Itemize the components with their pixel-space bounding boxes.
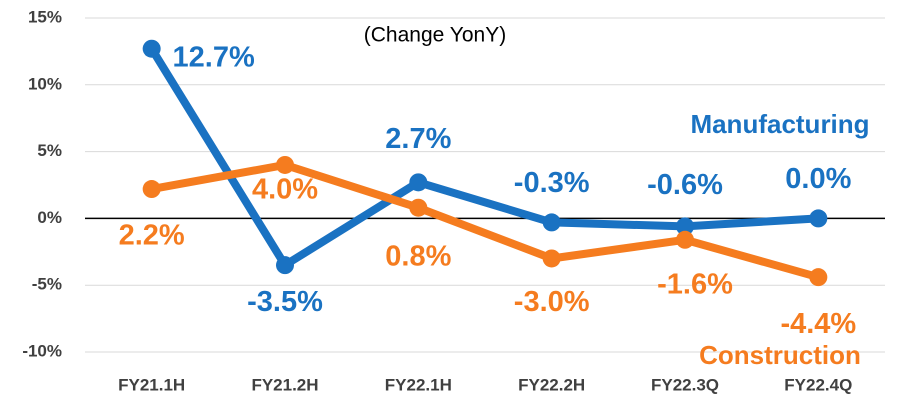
point [409,173,428,192]
data-label: -4.4% [780,308,856,340]
y-tick-label: 10% [28,74,62,93]
x-tick-label: FY21.1H [118,375,185,394]
y-tick-label: 15% [28,7,62,26]
point [142,39,161,58]
annotation: (Change YonY) [364,24,506,47]
data-label: 4.0% [252,174,318,206]
series-line [150,160,820,282]
point [142,180,161,199]
point [676,230,694,249]
point [542,249,561,268]
x-tick-label: FY22.2H [518,375,585,394]
data-label: 0.8% [385,240,451,272]
series-label: Construction [699,340,861,370]
data-label: -1.6% [657,268,733,300]
point [809,209,828,228]
data-label: -0.3% [514,167,590,199]
data-label: -3.5% [247,286,323,318]
point [276,155,294,174]
data-label: 2.2% [119,220,185,252]
y-tick-label: -10% [22,341,62,360]
series-line [148,46,819,270]
series-label: Manufacturing [690,109,869,139]
data-label: -3.0% [514,286,590,318]
point [676,217,694,236]
point [809,268,828,287]
point [542,213,561,232]
x-tick-label: FY22.4Q [784,375,852,394]
x-tick-label: FY22.3Q [651,375,719,394]
point [276,256,294,275]
data-label: -0.6% [647,169,723,201]
data-label: 12.7% [173,41,255,73]
y-tick-label: -5% [32,275,62,294]
data-label: 0.0% [785,163,851,195]
y-tick-label: 0% [37,208,62,227]
y-tick-label: 5% [37,141,62,160]
point [409,198,428,217]
x-tick-label: FY22.1H [385,375,452,394]
x-tick-label: FY21.2H [251,375,318,394]
data-label: 2.7% [385,123,451,155]
